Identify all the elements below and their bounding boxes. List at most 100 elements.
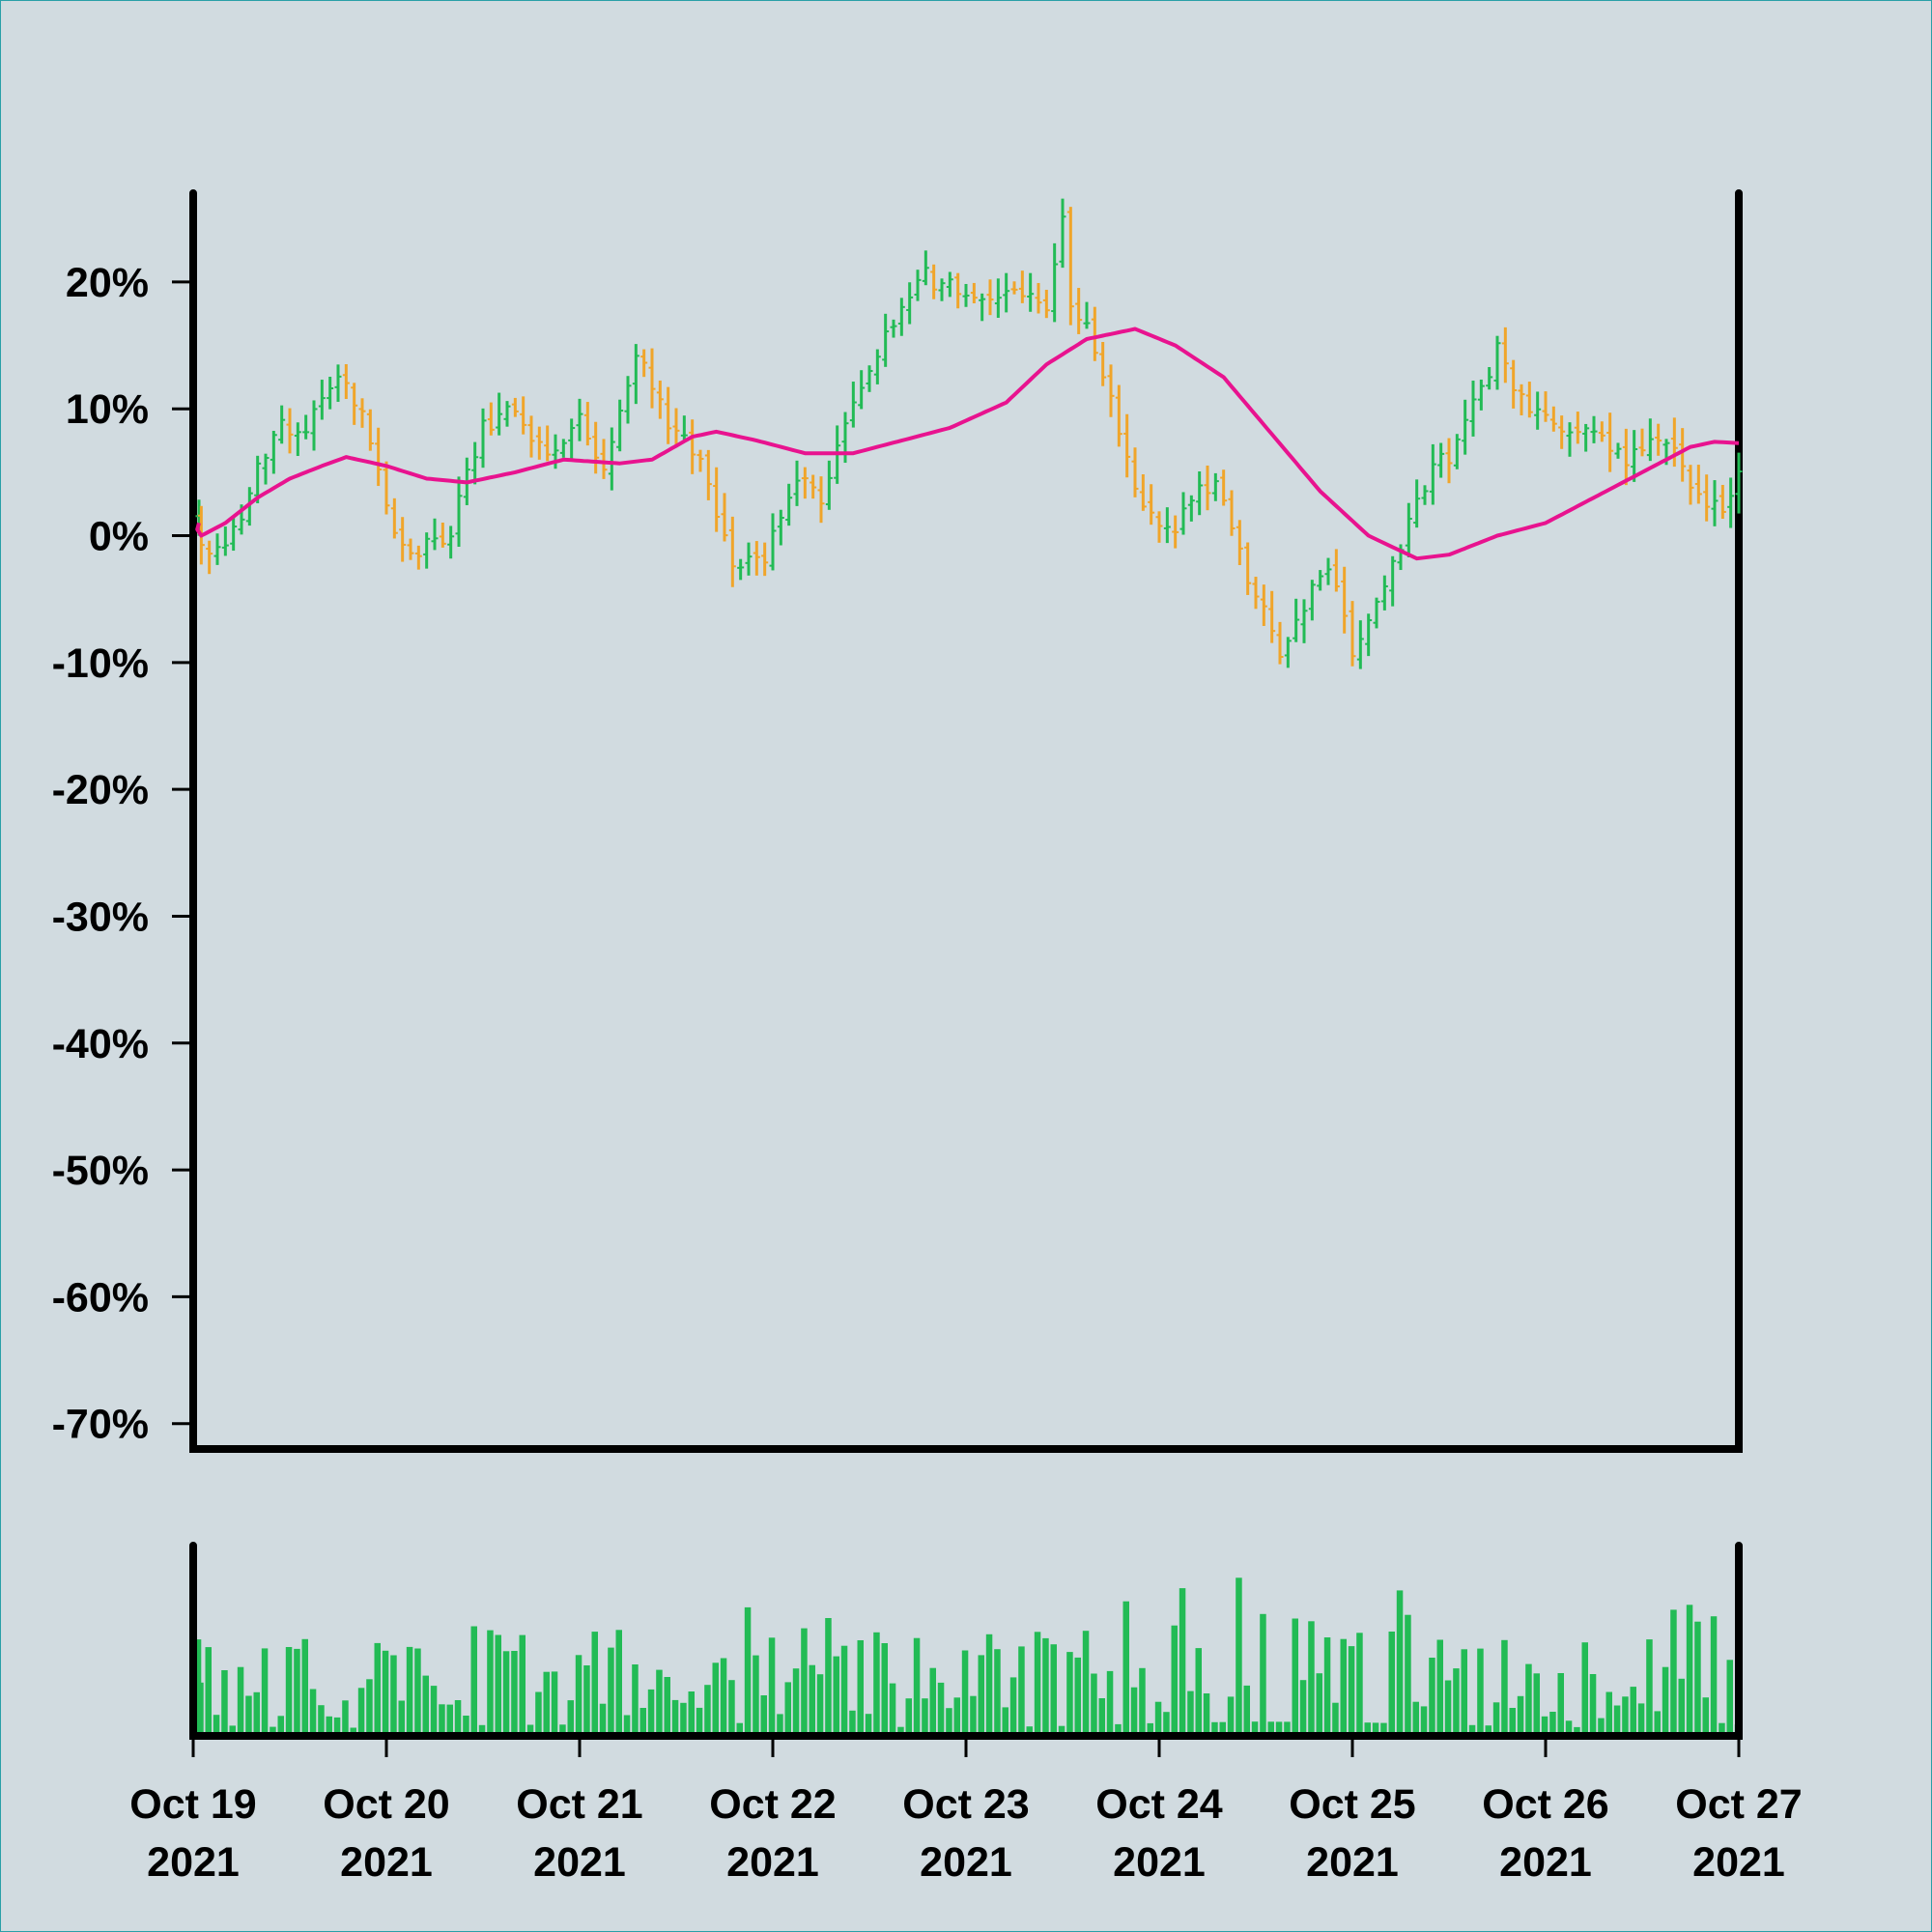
ohlc-bar	[849, 382, 857, 428]
volume-bar	[1694, 1621, 1701, 1736]
x-tick-label-year: 2021	[1692, 1839, 1785, 1886]
volume-bar	[294, 1648, 300, 1736]
volume-bar	[671, 1699, 679, 1736]
volume-bar	[889, 1683, 896, 1736]
volume-bar	[1501, 1639, 1508, 1736]
ohlc-bar	[230, 517, 238, 552]
ohlc-bar	[1711, 480, 1719, 526]
ohlc-bar	[1421, 485, 1429, 505]
volume-bar	[221, 1670, 228, 1736]
ohlc-bar	[1018, 270, 1026, 303]
ohlc-bar	[1582, 423, 1590, 452]
ohlc-bar	[648, 348, 656, 409]
volume-bar	[1549, 1712, 1556, 1736]
volume-bar	[840, 1645, 848, 1736]
volume-bar	[1396, 1590, 1404, 1736]
ohlc-bar	[431, 518, 439, 551]
ohlc-bar	[721, 493, 728, 542]
volume-bar	[1702, 1697, 1709, 1736]
volume-bar	[961, 1650, 969, 1736]
y-tick-label: -60%	[52, 1274, 149, 1321]
volume-bar	[374, 1642, 381, 1736]
volume-bar	[406, 1646, 413, 1736]
ohlc-bar	[1679, 428, 1687, 482]
ohlc-bar	[979, 293, 986, 322]
ohlc-bar	[1614, 442, 1622, 459]
volume-bar	[816, 1674, 824, 1736]
volume-bar	[511, 1651, 518, 1736]
x-tick-label-date: Oct 20	[323, 1781, 449, 1828]
volume-bar	[1622, 1696, 1629, 1736]
ohlc-bar	[616, 399, 624, 452]
ohlc-bar	[890, 319, 897, 338]
volume-bar	[1243, 1685, 1250, 1736]
volume-bar	[1042, 1637, 1049, 1736]
ohlc-bar	[1341, 566, 1349, 634]
volume-bar	[1122, 1601, 1129, 1736]
volume-bar	[1154, 1701, 1162, 1736]
ohlc-bar	[1300, 599, 1308, 643]
ohlc-bar	[1107, 364, 1115, 417]
ohlc-bar	[1349, 601, 1356, 667]
ohlc-bar	[383, 461, 390, 515]
volume-bar	[728, 1680, 735, 1736]
ohlc-bar	[1042, 289, 1050, 319]
ohlc-bar	[559, 439, 567, 458]
volume-bar	[1565, 1720, 1573, 1736]
ohlc-bar	[1646, 418, 1654, 462]
volume-bar	[696, 1707, 703, 1736]
ohlc-bar	[713, 467, 721, 532]
ohlc-bar	[1534, 391, 1542, 430]
volume-bar	[1654, 1711, 1661, 1736]
ohlc-bar	[1075, 288, 1083, 334]
volume-bar	[309, 1689, 317, 1736]
volume-bar	[768, 1637, 776, 1736]
ohlc-bar	[1131, 447, 1139, 497]
ohlc-bar	[1574, 412, 1581, 444]
x-tick-label-year: 2021	[1499, 1839, 1592, 1886]
ohlc-bar	[873, 349, 881, 384]
ohlc-bar	[1308, 580, 1316, 621]
ohlc-bar	[479, 408, 487, 469]
ohlc-bar	[810, 474, 817, 499]
ohlc-bar	[1694, 465, 1702, 504]
volume-bar	[197, 1682, 204, 1736]
x-tick-label-date: Oct 21	[516, 1781, 642, 1828]
ohlc-bar	[318, 380, 326, 420]
ohlc-bar	[825, 460, 833, 510]
volume-bar	[463, 1716, 469, 1736]
ohlc-bar	[1518, 384, 1525, 415]
ohlc-bar	[1083, 301, 1091, 329]
x-tick-label-year: 2021	[147, 1839, 240, 1886]
ohlc-bar	[1324, 557, 1332, 585]
x-tick-label-year: 2021	[340, 1839, 433, 1886]
volume-bar	[543, 1671, 550, 1736]
volume-bar	[809, 1664, 815, 1736]
volume-bar	[1533, 1673, 1540, 1736]
ohlc-bar	[866, 365, 873, 392]
volume-bar	[326, 1716, 332, 1736]
x-tick-label-date: Oct 26	[1482, 1781, 1608, 1828]
x-tick-label-year: 2021	[920, 1839, 1012, 1886]
ohlc-bar	[1380, 575, 1388, 611]
volume-bar	[615, 1630, 622, 1736]
ohlc-bar	[1148, 484, 1155, 526]
ohlc-bar	[576, 398, 583, 441]
volume-bar	[357, 1688, 365, 1736]
ohlc-bar	[1525, 382, 1533, 418]
volume-bar	[535, 1691, 542, 1736]
volume-bar	[439, 1704, 445, 1736]
volume-bar	[1356, 1633, 1363, 1736]
volume-bar	[382, 1650, 389, 1736]
ohlc-bar	[1437, 442, 1445, 478]
price-y-ticks: 20% 10% 0% -10% -20% -30% -40% -50% -60% -70%	[52, 260, 193, 1448]
ohlc-bar	[568, 418, 576, 460]
price-axes-frame	[189, 189, 1743, 1453]
ohlc-bar	[1035, 282, 1042, 314]
ohlc-bar	[1462, 399, 1469, 455]
volume-bar	[736, 1722, 743, 1736]
ohlc-bar	[1187, 495, 1195, 522]
volume-bar	[1412, 1701, 1419, 1736]
ohlc-bar	[1638, 428, 1646, 457]
ohlc-bar	[487, 402, 495, 436]
